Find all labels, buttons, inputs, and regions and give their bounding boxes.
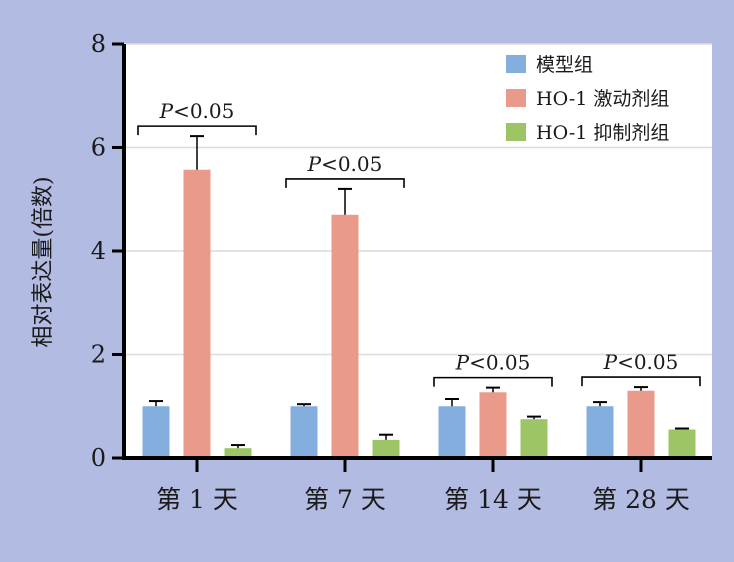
significance-bracket: [433, 376, 553, 387]
bar: [586, 406, 614, 458]
significance-bracket: [285, 178, 405, 188]
y-tick-label: 2: [91, 341, 106, 369]
axes: 0 2 4 6 8 第 1 天 第 7 天 第 14 天 第 28 天: [91, 30, 712, 514]
y-tick-label: 8: [91, 30, 106, 58]
bar: [479, 392, 507, 458]
significance-label: P<0.05: [307, 152, 383, 176]
bar: [627, 390, 655, 458]
bar: [438, 406, 466, 458]
x-tick-label: 第 14 天: [444, 485, 542, 514]
legend: 模型组 HO-1 激动剂组 HO-1 抑制剂组: [506, 54, 669, 144]
legend-label: 模型组: [536, 54, 593, 76]
bar: [372, 439, 400, 458]
y-tick-label: 0: [91, 444, 106, 472]
bar: [224, 448, 252, 458]
x-tick-label: 第 1 天: [156, 485, 238, 514]
y-axis-label: 相对表达量(倍数): [31, 176, 56, 347]
bar: [668, 429, 696, 458]
legend-label: HO-1 抑制剂组: [536, 122, 669, 144]
bar: [142, 406, 170, 458]
x-tick-label: 第 7 天: [304, 485, 386, 514]
significance-label: P<0.05: [455, 351, 531, 375]
legend-swatch: [506, 123, 526, 141]
bar: [290, 406, 318, 458]
legend-label: HO-1 激动剂组: [536, 88, 669, 110]
y-tick-label: 4: [91, 237, 106, 265]
bar: [331, 214, 359, 458]
significance-bracket: [137, 125, 257, 136]
significance-bracket: [581, 376, 701, 387]
bar: [520, 419, 548, 458]
legend-swatch: [506, 55, 526, 73]
bar: [183, 169, 211, 458]
x-tick-label: 第 28 天: [592, 485, 690, 514]
grid-lines: [124, 43, 712, 356]
significance-label: P<0.05: [159, 99, 235, 123]
legend-swatch: [506, 89, 526, 107]
significance-annotations: P<0.05 P<0.05 P<0.05 P<0.05: [137, 99, 701, 387]
significance-label: P<0.05: [603, 350, 679, 374]
y-tick-label: 6: [91, 134, 106, 162]
bars: [142, 135, 696, 458]
